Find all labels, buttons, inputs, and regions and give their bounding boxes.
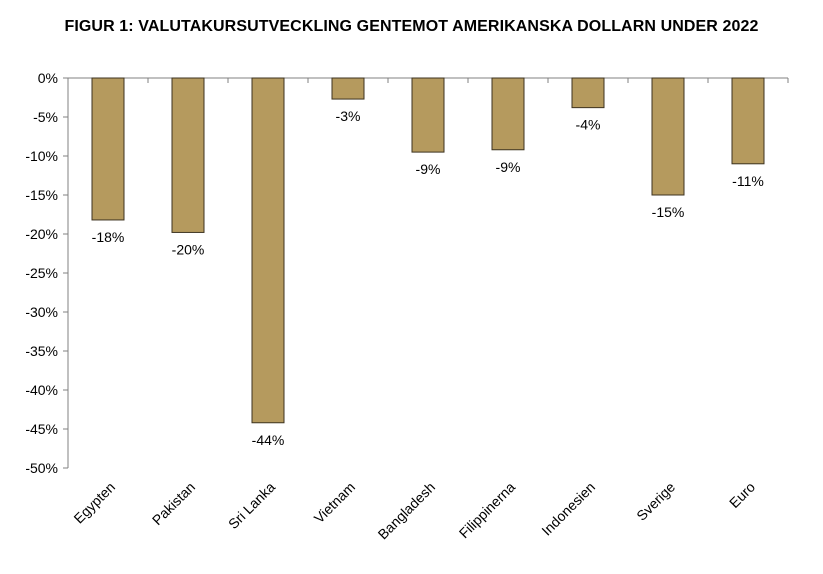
y-tick-label: 0% [38, 70, 58, 86]
y-tick-label: -35% [25, 343, 58, 359]
bar [491, 77, 525, 151]
bar [571, 77, 605, 109]
data-label: -18% [92, 229, 125, 245]
y-tick-label: -5% [33, 109, 58, 125]
x-category-label: Sri Lanka [225, 479, 278, 532]
y-tick-label: -30% [25, 304, 58, 320]
y-tick-label: -45% [25, 421, 58, 437]
chart-title: FIGUR 1: VALUTAKURSUTVECKLING GENTEMOT A… [64, 18, 759, 35]
bar [91, 77, 125, 221]
data-label: -3% [336, 108, 361, 124]
x-category-label: Egypten [70, 479, 118, 527]
data-label: -20% [172, 241, 205, 257]
x-category-label: Euro [726, 479, 758, 511]
x-category-label: Filippinerna [456, 479, 519, 542]
data-label: -9% [416, 161, 441, 177]
data-label: -44% [252, 432, 285, 448]
x-category-label: Pakistan [149, 479, 198, 528]
y-tick-label: -15% [25, 187, 58, 203]
chart-bars [91, 77, 765, 424]
y-axis-ticks: 0% -5% -10% -15% -20% -25% -30% -35% -40% -45% -50… [25, 70, 68, 476]
bar [411, 77, 445, 153]
bar [651, 77, 685, 196]
bar [171, 77, 205, 233]
bar [731, 77, 765, 165]
x-category-label: Bangladesh [375, 479, 439, 543]
y-tick-label: -50% [25, 460, 58, 476]
y-tick-label: -20% [25, 226, 58, 242]
y-tick-label: -10% [25, 148, 58, 164]
data-label: -9% [496, 159, 521, 175]
y-tick-label: -40% [25, 382, 58, 398]
x-axis-categories: Egypten Pakistan Sri Lanka Vietnam Banglades… [70, 479, 758, 543]
data-label: -4% [576, 117, 601, 133]
y-tick-label: -25% [25, 265, 58, 281]
x-category-label: Vietnam [311, 479, 358, 526]
x-category-label: Sverige [633, 479, 678, 524]
data-label: -15% [652, 204, 685, 220]
data-labels: -18% -20% -44% -3% -9% -9% -4% -15% -11% [92, 108, 764, 448]
bar [331, 77, 365, 100]
bar [251, 77, 285, 424]
x-category-label: Indonesien [538, 479, 598, 539]
data-label: -11% [732, 173, 764, 189]
